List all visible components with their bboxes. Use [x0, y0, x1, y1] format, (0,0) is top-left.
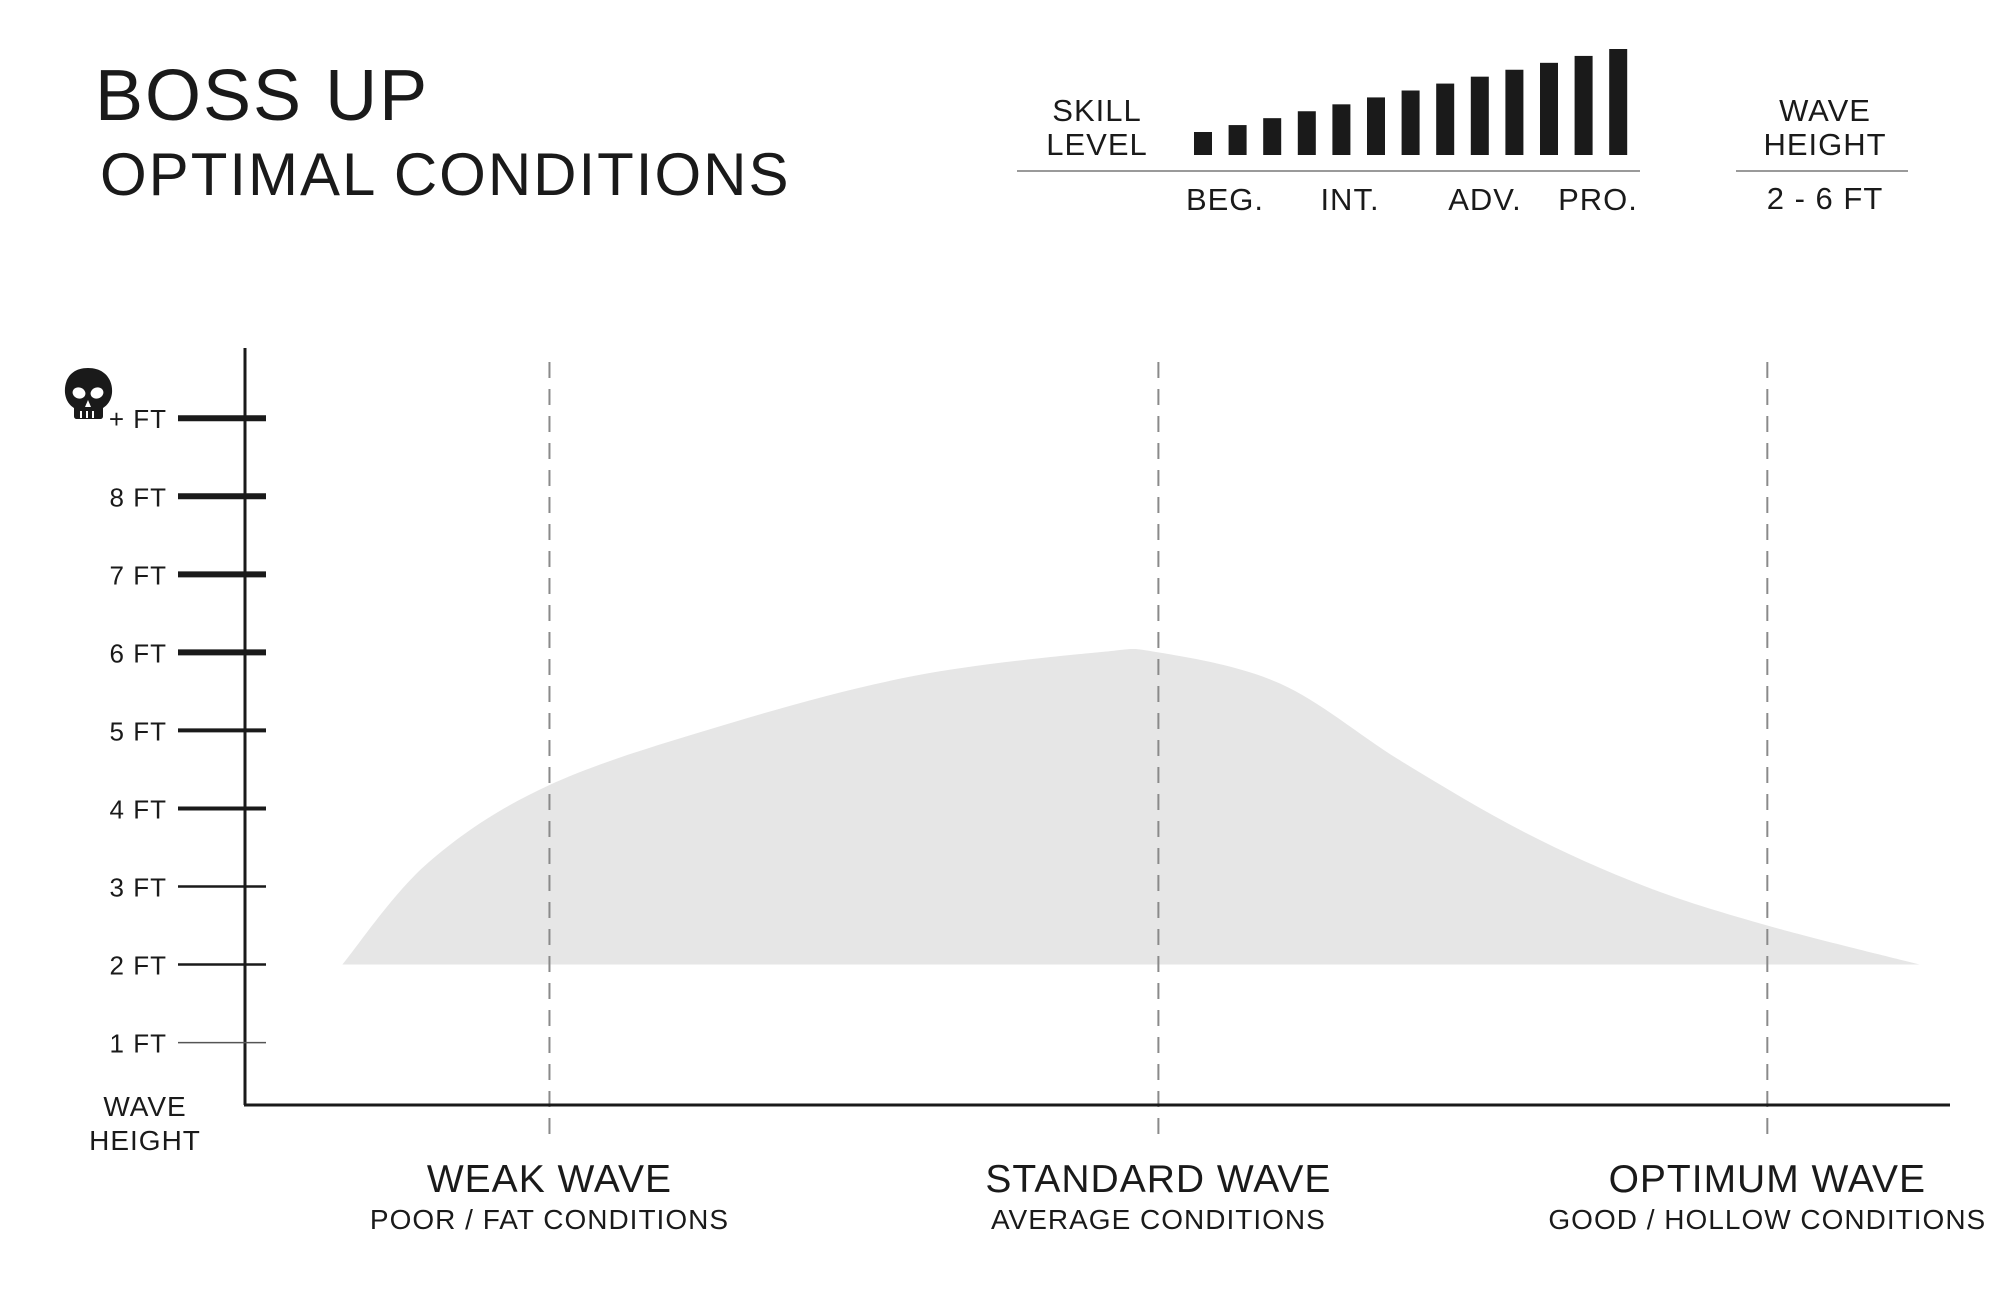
skill-bar — [1401, 90, 1420, 155]
skill-bar — [1470, 76, 1489, 155]
wave-range-area — [342, 648, 1920, 965]
page-title: BOSS UP — [95, 56, 429, 136]
wave-height-value: 2 - 6 FT — [1767, 181, 1884, 216]
wave-height-box-label-line2: HEIGHT — [1763, 127, 1886, 162]
page-subtitle: OPTIMAL CONDITIONS — [100, 141, 791, 208]
skill-tick-label: PRO. — [1558, 182, 1638, 217]
wave-height-box-label-line1: WAVE — [1779, 93, 1871, 128]
skill-bar — [1332, 104, 1351, 155]
x-category-sublabel: POOR / FAT CONDITIONS — [370, 1204, 729, 1235]
y-tick-label: 7 FT — [110, 560, 167, 590]
y-axis-ticks — [178, 415, 266, 1044]
skill-bar — [1228, 125, 1247, 155]
skill-level-bars — [1194, 49, 1628, 156]
skill-level-label-line1: SKILL — [1052, 93, 1141, 128]
skill-bar — [1263, 118, 1282, 155]
skill-bar — [1194, 132, 1212, 155]
skill-bar — [1297, 111, 1316, 155]
y-axis-tick-labels: 1 FT 2 FT 3 FT 4 FT 5 FT 6 FT 7 FT 8 FT + FT — [109, 404, 167, 1059]
y-tick-label: 4 FT — [110, 794, 167, 824]
x-category-label: OPTIMUM WAVE — [1609, 1158, 1927, 1201]
y-tick-label: + FT — [109, 404, 167, 434]
skill-bar — [1540, 62, 1558, 156]
x-category-label: STANDARD WAVE — [985, 1158, 1331, 1201]
x-category-label: WEAK WAVE — [427, 1158, 672, 1201]
skill-level-ticks: BEG. INT. ADV. PRO. — [1186, 182, 1638, 217]
y-tick-label: 5 FT — [110, 716, 167, 746]
y-tick-label: 3 FT — [110, 872, 167, 902]
skill-bar — [1505, 69, 1524, 155]
skill-tick-label: BEG. — [1186, 182, 1264, 217]
y-tick-label: 6 FT — [110, 638, 167, 668]
x-category-sublabel: GOOD / HOLLOW CONDITIONS — [1548, 1204, 1986, 1235]
y-tick-label: 8 FT — [110, 482, 167, 512]
y-tick-label: 1 FT — [110, 1029, 167, 1059]
y-axis-label-line1: WAVE — [103, 1091, 186, 1122]
x-category-sublabel: AVERAGE CONDITIONS — [991, 1204, 1326, 1235]
skill-bar — [1574, 55, 1593, 155]
skill-bar — [1367, 97, 1385, 155]
skill-level-label-line2: LEVEL — [1046, 127, 1148, 162]
skill-bar — [1609, 49, 1628, 155]
skill-tick-label: ADV. — [1448, 182, 1522, 217]
skill-bar — [1436, 83, 1455, 155]
y-axis-label-line2: HEIGHT — [89, 1125, 201, 1156]
y-tick-label: 2 FT — [110, 951, 167, 981]
skill-tick-label: INT. — [1320, 182, 1379, 217]
category-dividers — [548, 362, 1769, 1142]
skull-icon — [64, 368, 113, 419]
